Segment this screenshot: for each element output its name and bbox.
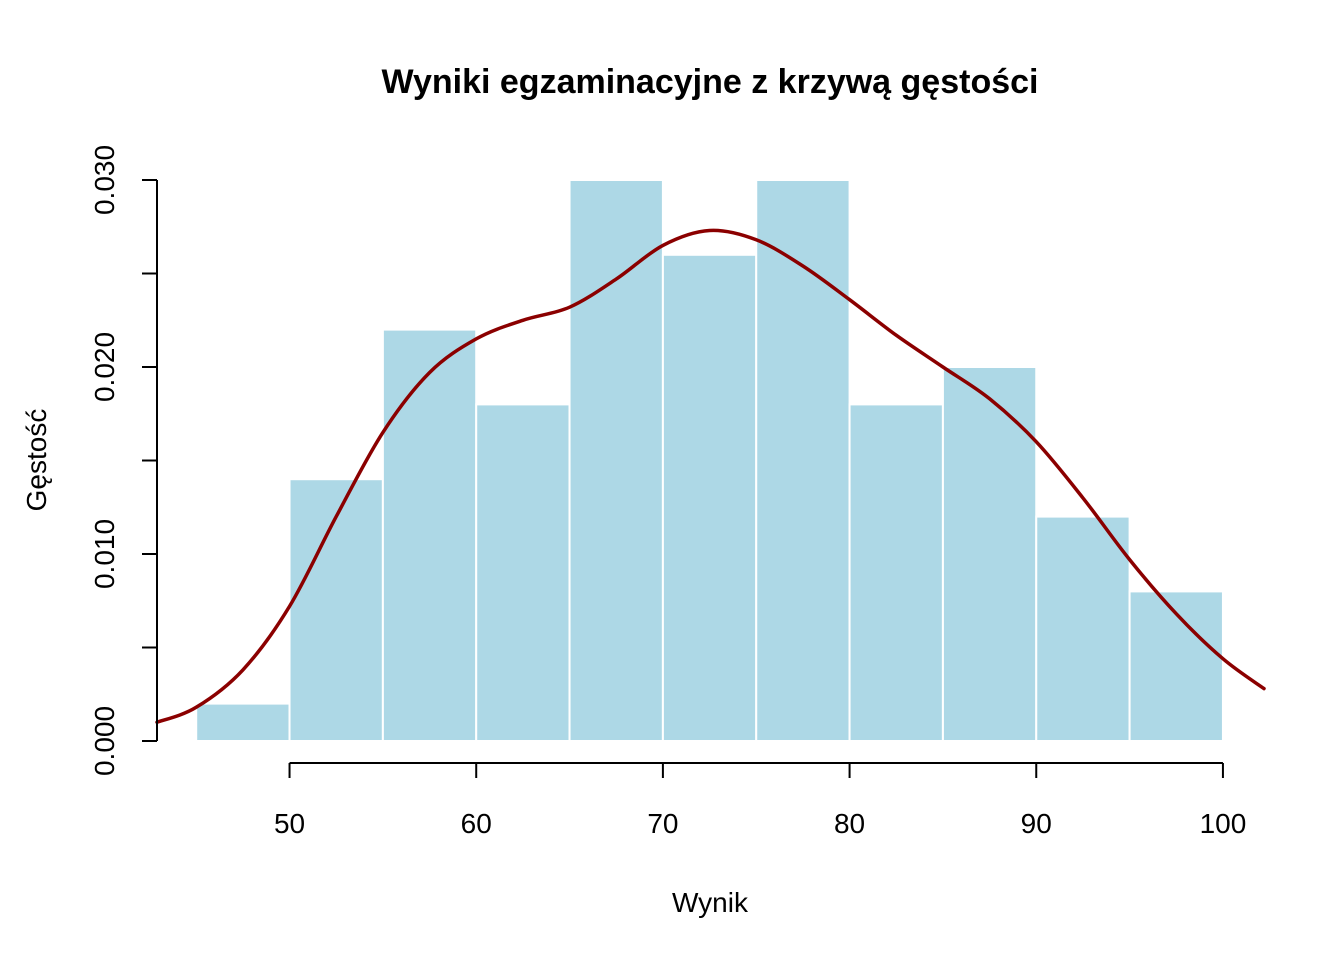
histogram-bar-10 xyxy=(1128,590,1224,743)
y-tick-label-6: 0.030 xyxy=(89,145,120,215)
histogram-bar-8 xyxy=(941,366,1038,742)
density-curve xyxy=(155,228,1266,725)
bars-layer xyxy=(195,179,1224,743)
x-tick-label-5: 100 xyxy=(1200,808,1247,839)
histogram-bar-4 xyxy=(568,179,664,742)
x-axis-label: Wynik xyxy=(672,887,749,918)
histogram-bar-3 xyxy=(475,403,571,742)
x-tick-label-0: 50 xyxy=(274,808,305,839)
y-tick-label-4: 0.020 xyxy=(89,332,120,402)
x-tick-label-1: 60 xyxy=(461,808,492,839)
histogram-bar-2 xyxy=(381,328,478,742)
x-axis: 50 60 70 80 90 100 xyxy=(274,762,1247,839)
histogram-bar-1 xyxy=(288,478,384,742)
y-axis: 0.000 0.010 0.020 0.030 xyxy=(89,145,158,776)
histogram-bar-7 xyxy=(848,403,944,742)
y-tick-label-2: 0.010 xyxy=(89,519,120,589)
histogram-bar-5 xyxy=(661,253,758,743)
x-tick-label-2: 70 xyxy=(647,808,678,839)
histogram-bar-0 xyxy=(195,702,291,742)
histogram-bar-9 xyxy=(1035,515,1131,742)
y-tick-label-0: 0.000 xyxy=(89,706,120,776)
histogram-bar-6 xyxy=(755,179,851,742)
chart-title: Wyniki egzaminacyjne z krzywą gęstości xyxy=(382,63,1039,101)
x-tick-label-4: 90 xyxy=(1021,808,1052,839)
y-axis-label: Gęstość xyxy=(21,409,52,512)
x-tick-label-3: 80 xyxy=(834,808,865,839)
